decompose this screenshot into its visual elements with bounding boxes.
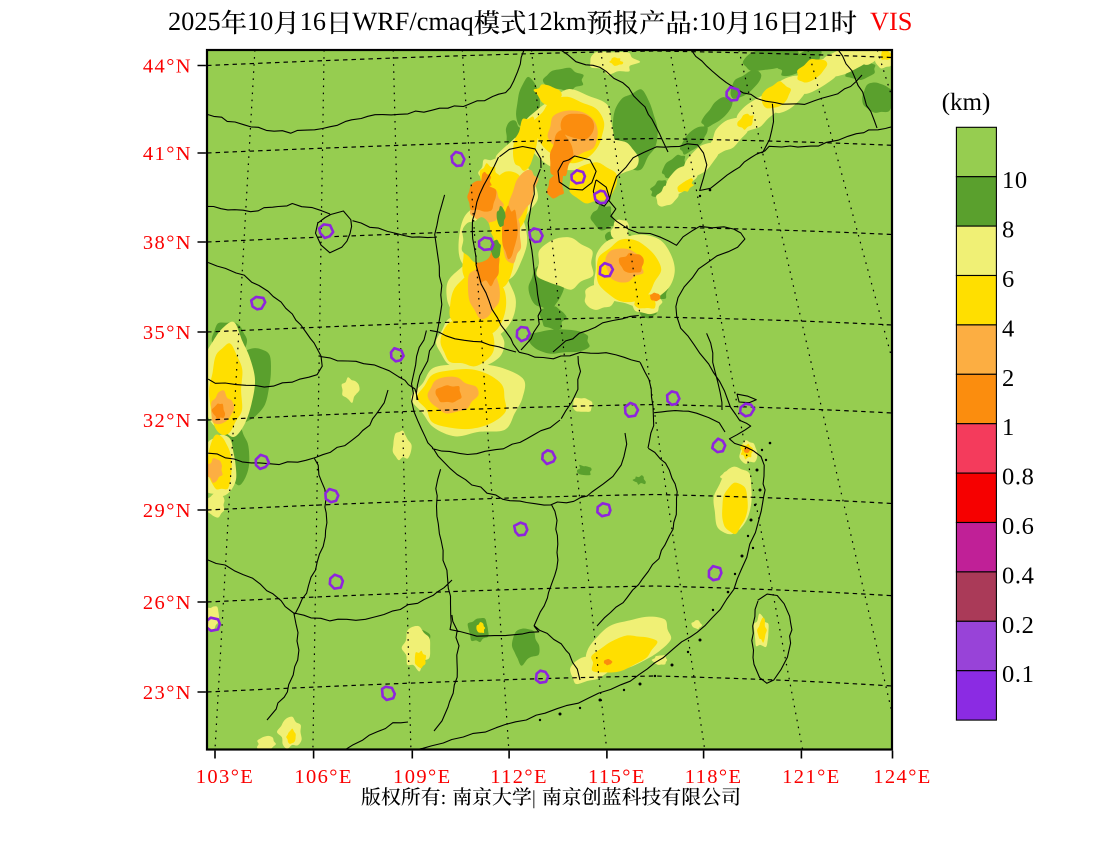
svg-text:29°N: 29°N xyxy=(143,500,192,522)
svg-text:0.8: 0.8 xyxy=(1002,464,1034,491)
svg-text:106°E: 106°E xyxy=(294,766,352,788)
svg-text:0.6: 0.6 xyxy=(1002,513,1034,540)
svg-text:44°N: 44°N xyxy=(143,56,192,78)
svg-text:35°N: 35°N xyxy=(143,322,192,344)
svg-text:124°E: 124°E xyxy=(873,766,931,788)
svg-text:0.2: 0.2 xyxy=(1002,612,1034,639)
svg-text:115°E: 115°E xyxy=(588,766,646,788)
svg-text:41°N: 41°N xyxy=(143,143,192,165)
svg-text:112°E: 112°E xyxy=(490,766,548,788)
svg-text:8: 8 xyxy=(1002,217,1015,244)
svg-text:38°N: 38°N xyxy=(143,232,192,254)
svg-text:0.4: 0.4 xyxy=(1002,562,1034,589)
svg-text:1: 1 xyxy=(1002,414,1015,441)
svg-text:0.1: 0.1 xyxy=(1002,661,1034,688)
svg-text:23°N: 23°N xyxy=(143,682,192,704)
svg-text:2: 2 xyxy=(1002,365,1015,392)
svg-text:121°E: 121°E xyxy=(782,766,840,788)
svg-text:6: 6 xyxy=(1002,266,1015,293)
svg-text:4: 4 xyxy=(1002,315,1015,342)
svg-text:32°N: 32°N xyxy=(143,410,192,432)
svg-text:26°N: 26°N xyxy=(143,592,192,614)
svg-text:109°E: 109°E xyxy=(393,766,451,788)
svg-text:103°E: 103°E xyxy=(196,766,254,788)
svg-text:10: 10 xyxy=(1002,167,1028,194)
svg-text:118°E: 118°E xyxy=(685,766,743,788)
